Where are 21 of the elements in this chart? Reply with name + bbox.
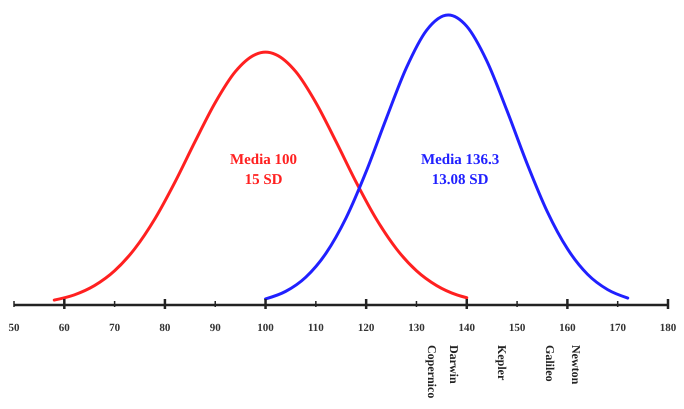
x-tick-label: 70 bbox=[109, 322, 121, 334]
text: Darwin bbox=[447, 345, 461, 384]
x-tick-label: 100 bbox=[257, 322, 274, 334]
x-tick-label: 120 bbox=[358, 322, 375, 334]
annotation: Media 136.3 13.08 SD bbox=[420, 152, 500, 188]
text: Kepler bbox=[495, 345, 509, 381]
x-tick-label: 170 bbox=[609, 322, 626, 334]
x-tick-label: 60 bbox=[58, 322, 70, 334]
annotation: Media 100 15 SD bbox=[230, 152, 298, 188]
x-tick-label: 110 bbox=[308, 322, 324, 334]
text: Galileo bbox=[543, 345, 557, 382]
x-tick-label: 180 bbox=[660, 322, 677, 334]
x-tick-label: 80 bbox=[159, 322, 171, 334]
x-tick-label: 140 bbox=[458, 322, 476, 334]
x-tick-label: 150 bbox=[508, 322, 526, 334]
text: Copernico bbox=[425, 345, 439, 398]
text: Newton bbox=[569, 345, 583, 385]
x-tick-label: 130 bbox=[408, 322, 426, 334]
x-tick-label: 90 bbox=[210, 322, 222, 334]
x-tick-label: 50 bbox=[8, 322, 20, 334]
x-tick-label: 160 bbox=[559, 322, 576, 334]
